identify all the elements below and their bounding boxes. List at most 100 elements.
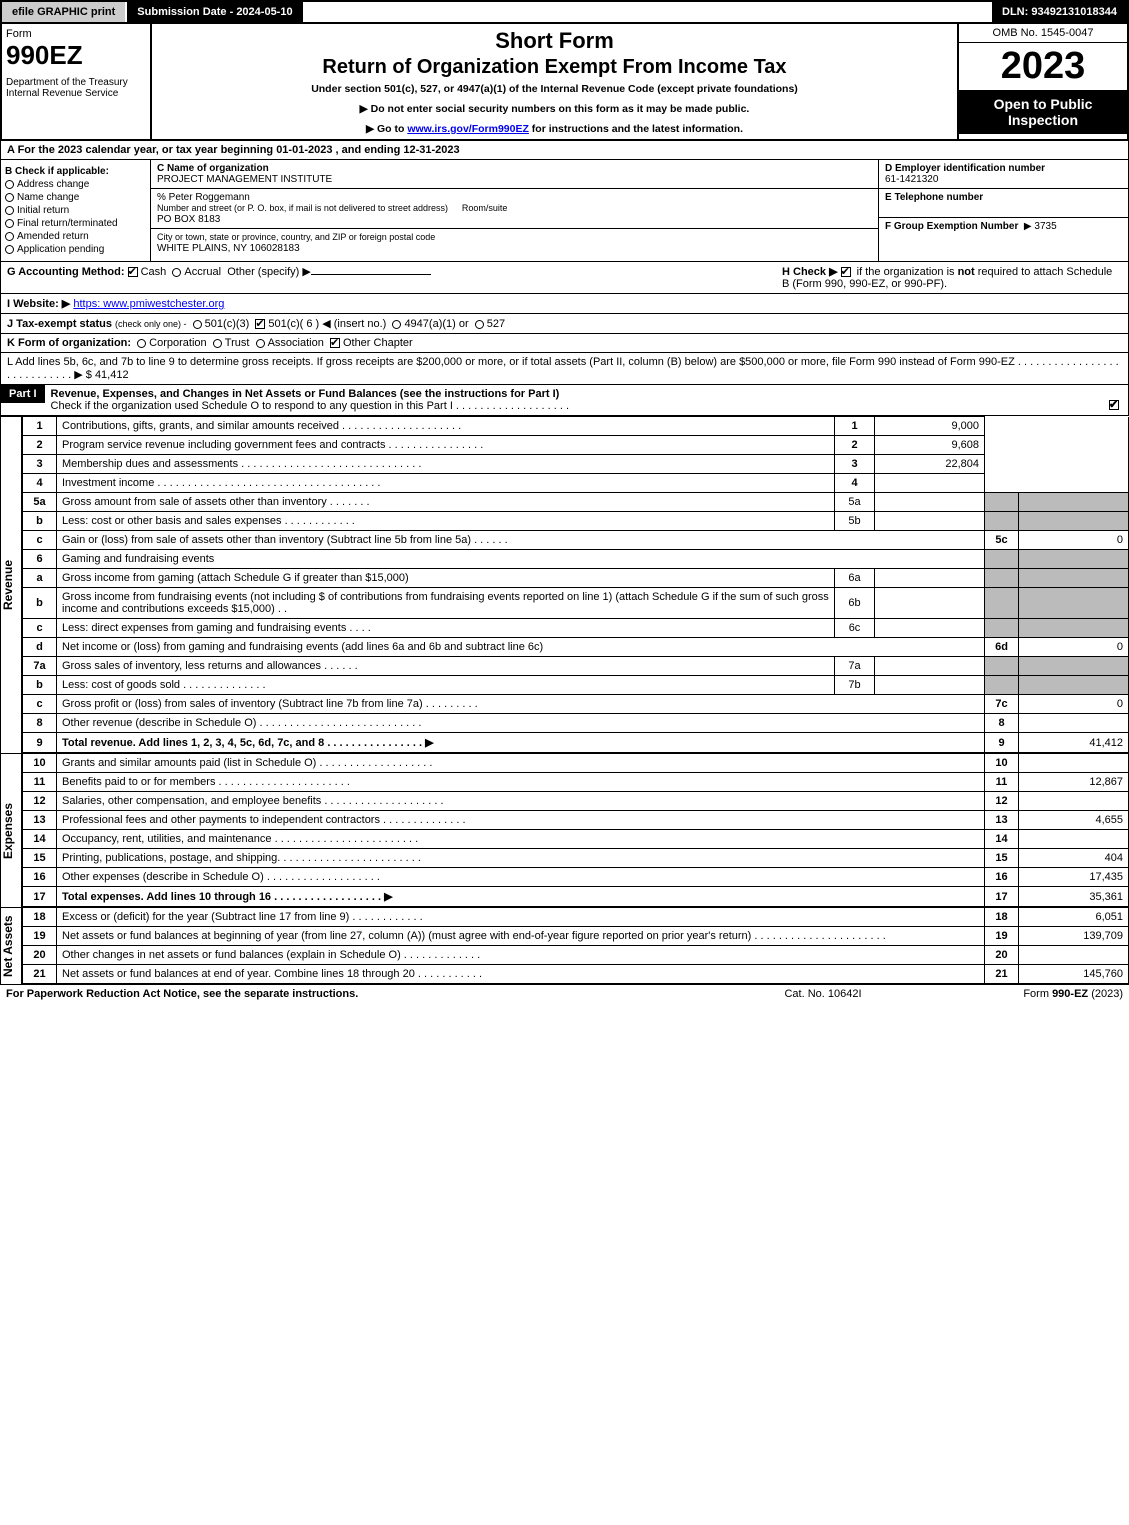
chk-assoc[interactable] bbox=[256, 339, 265, 348]
box-b-heading: B Check if applicable: bbox=[5, 166, 146, 177]
city-value: WHITE PLAINS, NY 106028183 bbox=[157, 243, 300, 254]
ein-value: 61-1421320 bbox=[885, 174, 938, 185]
table-row: 7aGross sales of inventory, less returns… bbox=[23, 657, 1129, 676]
k-label: K Form of organization: bbox=[7, 337, 131, 349]
note2-b: for instructions and the latest informat… bbox=[529, 123, 743, 135]
opt-501c3: 501(c)(3) bbox=[205, 318, 250, 330]
chk-4947[interactable] bbox=[392, 320, 401, 329]
room-caption: Room/suite bbox=[462, 203, 508, 213]
cash-label: Cash bbox=[141, 266, 167, 278]
page-footer: For Paperwork Reduction Act Notice, see … bbox=[0, 984, 1129, 1003]
identity-block: B Check if applicable: Address change Na… bbox=[0, 160, 1129, 262]
chk-initial-return[interactable]: Initial return bbox=[5, 205, 146, 216]
efile-print-button[interactable]: efile GRAPHIC print bbox=[2, 2, 127, 22]
open-to-public-badge: Open to Public Inspection bbox=[959, 90, 1127, 134]
chk-name-change[interactable]: Name change bbox=[5, 192, 146, 203]
other-method-label: Other (specify) ▶ bbox=[227, 266, 311, 278]
submission-date-badge: Submission Date - 2024-05-10 bbox=[127, 2, 304, 22]
footer-right: Form 990-EZ (2023) bbox=[923, 988, 1123, 1000]
chk-h[interactable] bbox=[841, 267, 851, 277]
chk-application-pending[interactable]: Application pending bbox=[5, 244, 146, 255]
table-row: 10Grants and similar amounts paid (list … bbox=[23, 754, 1129, 773]
chk-501c[interactable] bbox=[255, 319, 265, 329]
triangle-icon: ▶ bbox=[1024, 221, 1032, 232]
chk-address-change[interactable]: Address change bbox=[5, 179, 146, 190]
chk-schedule-o[interactable] bbox=[1109, 400, 1119, 410]
header-bar: efile GRAPHIC print Submission Date - 20… bbox=[0, 0, 1129, 24]
l-value: 41,412 bbox=[95, 369, 129, 381]
form-title-block: Short Form Return of Organization Exempt… bbox=[152, 24, 957, 139]
box-b: B Check if applicable: Address change Na… bbox=[1, 160, 151, 261]
chk-accrual[interactable] bbox=[172, 268, 181, 277]
j-label: J Tax-exempt status bbox=[7, 318, 112, 330]
website-link[interactable]: https: www.pmiwestchester.org bbox=[73, 298, 224, 310]
form-number: 990EZ bbox=[6, 40, 146, 71]
line-g-h: G Accounting Method: Cash Accrual Other … bbox=[0, 262, 1129, 294]
dln-badge: DLN: 93492131018344 bbox=[992, 2, 1127, 22]
group-exempt-value: 3735 bbox=[1034, 221, 1056, 232]
i-label: I Website: ▶ bbox=[7, 298, 70, 310]
other-org-value: Chapter bbox=[374, 337, 413, 349]
h-label-b: if the organization is bbox=[857, 266, 958, 278]
table-row: 1Contributions, gifts, grants, and simil… bbox=[23, 417, 1129, 436]
chk-corp[interactable] bbox=[137, 339, 146, 348]
department-label: Department of the Treasury Internal Reve… bbox=[6, 77, 146, 99]
care-of: % Peter Roggemann bbox=[157, 192, 250, 203]
table-row: 8Other revenue (describe in Schedule O) … bbox=[23, 714, 1129, 733]
street-caption: Number and street (or P. O. box, if mail… bbox=[157, 203, 448, 213]
opt-corp: Corporation bbox=[149, 337, 206, 349]
phone-caption: E Telephone number bbox=[885, 192, 983, 203]
box-def: D Employer identification number 61-1421… bbox=[878, 160, 1128, 261]
netassets-section: Net Assets 18Excess or (deficit) for the… bbox=[0, 907, 1129, 984]
table-row: 16Other expenses (describe in Schedule O… bbox=[23, 868, 1129, 887]
form-subtitle: Under section 501(c), 527, or 4947(a)(1)… bbox=[156, 83, 953, 95]
table-row: 17Total expenses. Add lines 10 through 1… bbox=[23, 887, 1129, 907]
form-header: Form 990EZ Department of the Treasury In… bbox=[0, 24, 1129, 141]
group-exempt-caption: F Group Exemption Number bbox=[885, 221, 1018, 232]
table-row: 12Salaries, other compensation, and empl… bbox=[23, 792, 1129, 811]
other-method-input[interactable] bbox=[311, 274, 431, 275]
revenue-side-label: Revenue bbox=[0, 416, 22, 753]
city-caption: City or town, state or province, country… bbox=[157, 232, 435, 242]
box-c: C Name of organization PROJECT MANAGEMEN… bbox=[151, 160, 878, 261]
table-row: bLess: cost of goods sold . . . . . . . … bbox=[23, 676, 1129, 695]
form-note-2: ▶ Go to www.irs.gov/Form990EZ for instru… bbox=[156, 123, 953, 135]
j-note: (check only one) - bbox=[115, 319, 187, 329]
note2-a: ▶ Go to bbox=[366, 123, 407, 135]
c-name-caption: C Name of organization bbox=[157, 163, 269, 174]
chk-other-org[interactable] bbox=[330, 338, 340, 348]
table-row: 15Printing, publications, postage, and s… bbox=[23, 849, 1129, 868]
line-i: I Website: ▶ https: www.pmiwestchester.o… bbox=[0, 294, 1129, 314]
expenses-side-label: Expenses bbox=[0, 753, 22, 907]
table-row: 14Occupancy, rent, utilities, and mainte… bbox=[23, 830, 1129, 849]
chk-501c3[interactable] bbox=[193, 320, 202, 329]
table-row: cGross profit or (loss) from sales of in… bbox=[23, 695, 1129, 714]
street-value: PO BOX 8183 bbox=[157, 214, 220, 225]
table-row: cGain or (loss) from sale of assets othe… bbox=[23, 531, 1129, 550]
table-row: cLess: direct expenses from gaming and f… bbox=[23, 619, 1129, 638]
table-row: bLess: cost or other basis and sales exp… bbox=[23, 512, 1129, 531]
chk-trust[interactable] bbox=[213, 339, 222, 348]
part-1-header: Part I Revenue, Expenses, and Changes in… bbox=[0, 385, 1129, 416]
chk-527[interactable] bbox=[475, 320, 484, 329]
form-year-block: OMB No. 1545-0047 2023 Open to Public In… bbox=[957, 24, 1127, 139]
opt-501c: 501(c)( 6 ) ◀ (insert no.) bbox=[268, 318, 386, 330]
form-note-1: ▶ Do not enter social security numbers o… bbox=[156, 103, 953, 115]
netassets-side-label: Net Assets bbox=[0, 907, 22, 984]
revenue-section: Revenue 1Contributions, gifts, grants, a… bbox=[0, 416, 1129, 753]
chk-cash[interactable] bbox=[128, 267, 138, 277]
part-1-check-line: Check if the organization used Schedule … bbox=[51, 400, 570, 412]
table-row: 2Program service revenue including gover… bbox=[23, 436, 1129, 455]
table-row: 4Investment income . . . . . . . . . . .… bbox=[23, 474, 1129, 493]
chk-amended-return[interactable]: Amended return bbox=[5, 231, 146, 242]
omb-number: OMB No. 1545-0047 bbox=[959, 24, 1127, 43]
chk-final-return[interactable]: Final return/terminated bbox=[5, 218, 146, 229]
tax-year: 2023 bbox=[959, 43, 1127, 90]
table-row: 9Total revenue. Add lines 1, 2, 3, 4, 5c… bbox=[23, 733, 1129, 753]
part-1-title: Revenue, Expenses, and Changes in Net As… bbox=[51, 388, 560, 400]
table-row: 6Gaming and fundraising events bbox=[23, 550, 1129, 569]
g-label: G Accounting Method: bbox=[7, 266, 125, 278]
irs-link[interactable]: www.irs.gov/Form990EZ bbox=[407, 123, 529, 135]
line-l: L Add lines 5b, 6c, and 7b to line 9 to … bbox=[0, 353, 1129, 385]
table-row: 3Membership dues and assessments . . . .… bbox=[23, 455, 1129, 474]
